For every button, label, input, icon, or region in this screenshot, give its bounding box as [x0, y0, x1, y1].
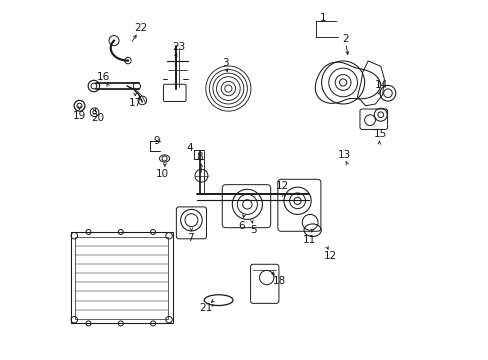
- Text: 21: 21: [199, 303, 212, 314]
- Text: 9: 9: [153, 136, 160, 146]
- Text: 14: 14: [374, 80, 387, 90]
- Text: 22: 22: [134, 23, 147, 33]
- Text: 15: 15: [373, 129, 386, 139]
- Text: 17: 17: [129, 98, 142, 108]
- Text: 20: 20: [91, 113, 104, 123]
- Text: 10: 10: [156, 168, 169, 179]
- Text: 6: 6: [238, 221, 244, 230]
- Text: 7: 7: [186, 233, 193, 243]
- Text: 4: 4: [186, 143, 193, 153]
- Text: 23: 23: [172, 42, 185, 51]
- Text: 19: 19: [73, 111, 86, 121]
- Text: 5: 5: [249, 225, 256, 235]
- Text: 13: 13: [337, 150, 350, 160]
- Text: 1: 1: [320, 13, 326, 23]
- Text: 16: 16: [97, 72, 110, 82]
- Text: 11: 11: [303, 234, 316, 244]
- Text: *: *: [210, 303, 213, 309]
- Text: 12: 12: [323, 251, 337, 261]
- Text: 12: 12: [275, 181, 288, 192]
- Text: 18: 18: [272, 276, 285, 286]
- Text: 8: 8: [196, 152, 203, 162]
- Text: 2: 2: [342, 34, 348, 44]
- Text: 3: 3: [222, 58, 229, 68]
